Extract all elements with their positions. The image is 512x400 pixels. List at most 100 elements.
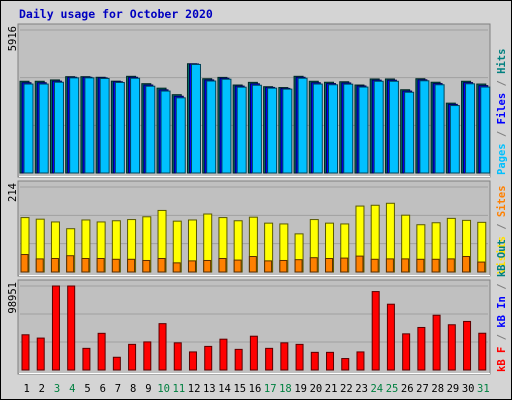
x-tick-label: 13: [203, 383, 216, 395]
bar-kb-f: [82, 347, 91, 371]
bar-kb-f: [402, 333, 411, 371]
bar-kb-f: [173, 342, 182, 371]
x-tick-label: 21: [325, 383, 338, 395]
bar-sites: [50, 257, 59, 273]
x-tick-label: 18: [279, 383, 292, 395]
x-tick-label: 2: [39, 383, 45, 395]
bar-pages: [312, 83, 323, 174]
bar-kb-f: [310, 351, 319, 371]
x-tick-label: 30: [462, 383, 475, 395]
bar-kb-f: [128, 343, 137, 371]
x-tick-label: 3: [54, 383, 60, 395]
bar-kb-f: [97, 332, 106, 371]
x-tick-label: 6: [100, 383, 106, 395]
x-tick-label: 24: [370, 383, 383, 395]
panel-top-legend: Pages / Files / Hits: [496, 49, 508, 175]
bar-kb-f: [265, 347, 274, 371]
x-tick-label: 17: [264, 383, 277, 395]
legend-entry: Sites: [496, 185, 508, 217]
bar-pages: [53, 81, 64, 174]
x-tick-label: 7: [115, 383, 121, 395]
panel-middle-legend: Visits / Sites: [496, 185, 508, 274]
legend-entry: /: [496, 328, 508, 347]
bar-pages: [388, 80, 399, 174]
bar-kb-f: [67, 285, 76, 371]
bar-sites: [309, 257, 318, 273]
x-tick-label: 16: [249, 383, 262, 395]
bar-pages: [328, 84, 339, 174]
x-tick-label: 11: [173, 383, 186, 395]
bar-kb-f: [188, 351, 197, 371]
bar-sites: [218, 257, 227, 273]
bar-kb-f: [112, 356, 121, 371]
bar-sites: [325, 257, 334, 273]
legend-entry: Hits: [496, 49, 508, 74]
bar-pages: [480, 86, 491, 174]
bar-sites: [264, 260, 273, 273]
bar-sites: [355, 255, 364, 273]
x-tick-label: 28: [431, 383, 444, 395]
bar-pages: [236, 86, 247, 174]
bar-pages: [419, 80, 430, 174]
bar-kb-f: [249, 335, 258, 371]
bar-sites: [340, 257, 349, 273]
bar-sites: [401, 258, 410, 273]
legend-entry: /: [496, 217, 508, 236]
x-tick-label: 9: [145, 383, 151, 395]
bar-pages: [267, 87, 278, 174]
bar-kb-f: [204, 345, 213, 371]
x-tick-label: 22: [340, 383, 353, 395]
bar-sites: [233, 259, 242, 273]
bar-pages: [404, 91, 415, 174]
bar-kb-f: [417, 326, 426, 371]
legend-entry: Files: [496, 93, 508, 125]
bar-kb-f: [386, 303, 395, 371]
bar-kb-f: [158, 323, 167, 371]
bar-sites: [385, 258, 394, 273]
bar-pages: [23, 83, 34, 174]
bar-sites: [127, 258, 136, 273]
bar-sites: [172, 262, 181, 273]
bar-pages: [145, 85, 156, 174]
bar-kb-f: [341, 358, 350, 371]
bar-sites: [142, 259, 151, 273]
bar-pages: [38, 83, 49, 174]
chart-title: Daily usage for October 2020: [19, 7, 213, 21]
legend-entry: Pages: [496, 143, 508, 175]
bar-sites: [203, 259, 212, 273]
x-tick-label: 12: [188, 383, 201, 395]
bar-kb-f: [463, 320, 472, 371]
bar-sites: [248, 256, 257, 273]
bar-pages: [160, 90, 171, 174]
bar-sites: [81, 257, 90, 273]
bar-pages: [343, 83, 354, 174]
bar-sites: [35, 258, 44, 273]
bar-kb-f: [371, 291, 380, 371]
panel-bottom-ymax-label: 98951: [7, 282, 19, 314]
bar-pages: [69, 77, 80, 174]
bar-sites: [96, 257, 105, 273]
bar-sites: [279, 259, 288, 273]
bar-pages: [114, 81, 125, 174]
x-tick-label: 26: [401, 383, 414, 395]
bar-pages: [358, 86, 369, 174]
bar-kb-f: [280, 342, 289, 371]
bar-pages: [297, 77, 308, 174]
x-tick-label: 10: [157, 383, 170, 395]
x-tick-label: 29: [447, 383, 460, 395]
bar-kb-f: [447, 324, 456, 371]
panel-top-ymax-label: 5916: [7, 26, 19, 51]
panel-bottom-legend: kB F / kB In / kB Out: [496, 239, 508, 372]
bar-sites: [20, 254, 29, 273]
x-tick-label: 1: [23, 383, 29, 395]
bar-kb-f: [219, 338, 228, 371]
bar-pages: [130, 77, 141, 174]
legend-entry: /: [496, 124, 508, 143]
bar-kb-f: [326, 351, 335, 371]
bar-kb-f: [356, 351, 365, 371]
bar-pages: [99, 77, 110, 174]
legend-entry: kB Out: [496, 239, 508, 277]
legend-entry: /: [496, 74, 508, 93]
bar-pages: [251, 84, 262, 174]
legend-entry: /: [496, 277, 508, 296]
